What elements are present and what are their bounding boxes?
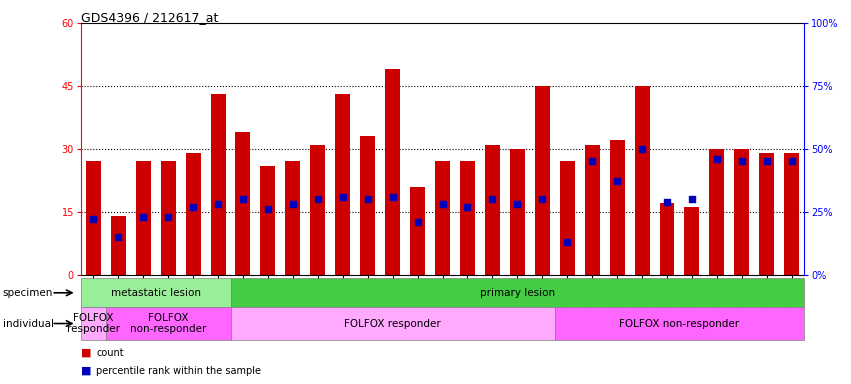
Point (436, 201, 449, 207)
Point (162, 214, 175, 220)
Bar (560, 161, 574, 275)
Bar (81, 278, 231, 307)
Bar (660, 203, 675, 275)
Bar (684, 207, 700, 275)
Bar (734, 149, 750, 275)
Text: primary lesion: primary lesion (480, 288, 555, 298)
Bar (111, 216, 126, 275)
Bar (186, 153, 201, 275)
Point (735, 158, 749, 164)
Point (237, 196, 250, 202)
Bar (86, 161, 100, 275)
Point (635, 146, 648, 152)
Bar (360, 136, 375, 275)
Bar (710, 149, 724, 275)
Bar (106, 307, 231, 340)
Text: FOLFOX responder: FOLFOX responder (345, 318, 441, 329)
Text: percentile rank within the sample: percentile rank within the sample (96, 366, 261, 376)
Text: count: count (96, 348, 123, 358)
Point (261, 206, 275, 212)
Text: FOLFOX
non-responder: FOLFOX non-responder (130, 313, 206, 334)
Bar (231, 307, 555, 340)
Point (561, 239, 574, 245)
Bar (435, 161, 450, 275)
Bar (135, 161, 151, 275)
Point (186, 204, 200, 210)
Point (87, 216, 100, 222)
Bar (285, 161, 300, 275)
Point (610, 179, 624, 185)
Point (785, 158, 798, 164)
Text: GDS4396 / 212617_at: GDS4396 / 212617_at (81, 12, 218, 25)
Bar (585, 145, 600, 275)
Bar (534, 86, 550, 275)
Bar (161, 161, 175, 275)
Point (660, 199, 674, 205)
Point (585, 158, 599, 164)
Point (136, 214, 150, 220)
Bar (231, 278, 804, 307)
Text: individual: individual (3, 318, 54, 329)
Point (336, 194, 350, 200)
Point (286, 201, 300, 207)
Text: FOLFOX non-responder: FOLFOX non-responder (620, 318, 740, 329)
Text: metastatic lesion: metastatic lesion (111, 288, 201, 298)
Point (361, 196, 374, 202)
Bar (210, 94, 226, 275)
Point (311, 196, 324, 202)
Point (386, 194, 399, 200)
Bar (386, 69, 400, 275)
Text: specimen: specimen (3, 288, 53, 298)
Bar (335, 94, 351, 275)
Bar (510, 149, 525, 275)
Bar (485, 145, 500, 275)
Point (760, 158, 774, 164)
Point (460, 204, 474, 210)
Bar (236, 132, 250, 275)
Point (535, 196, 549, 202)
Bar (555, 307, 804, 340)
Bar (311, 145, 325, 275)
Bar (785, 153, 799, 275)
Point (710, 156, 723, 162)
Bar (759, 153, 774, 275)
Text: ■: ■ (81, 348, 91, 358)
Point (511, 201, 524, 207)
Point (685, 196, 699, 202)
Bar (410, 187, 425, 275)
Bar (609, 141, 625, 275)
Point (211, 201, 225, 207)
Point (486, 196, 500, 202)
Point (111, 234, 125, 240)
Point (411, 218, 425, 225)
Text: ■: ■ (81, 366, 91, 376)
Text: FOLFOX
responder: FOLFOX responder (67, 313, 120, 334)
Bar (260, 166, 276, 275)
Bar (635, 86, 649, 275)
Bar (460, 161, 475, 275)
Bar (81, 307, 106, 340)
